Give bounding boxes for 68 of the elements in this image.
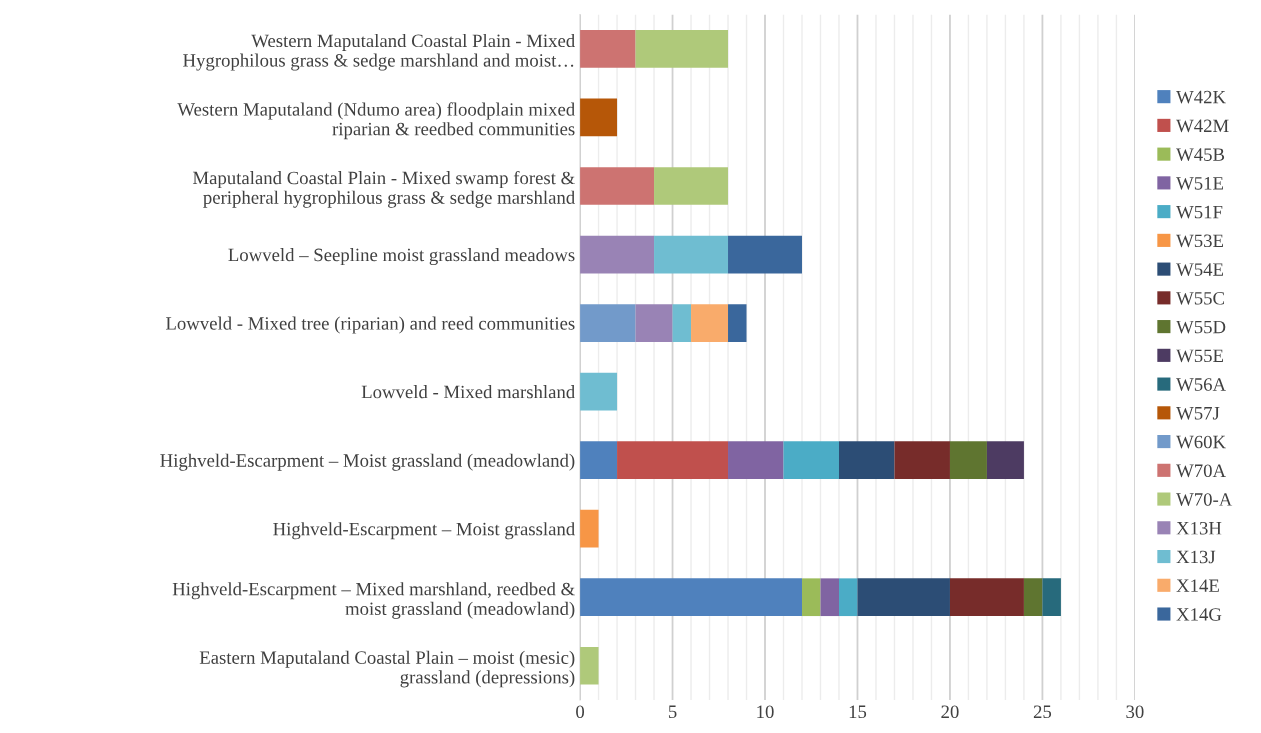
bar xyxy=(580,509,599,548)
legend-label: X14E xyxy=(1176,579,1219,592)
bar xyxy=(1042,578,1061,617)
x-tick-label: 0 xyxy=(576,705,585,719)
bar xyxy=(617,441,729,479)
bar xyxy=(820,578,839,617)
legend-label: X13J xyxy=(1176,550,1216,564)
bar xyxy=(580,646,599,685)
bar xyxy=(580,578,802,617)
bar xyxy=(949,578,1024,617)
y-tick-label: Highveld-Escarpment – Mixed marshland, reedbed & moist grassland (meadowland) xyxy=(172,582,575,619)
y-tick-label: Lowveld – Seepline moist grassland meadows xyxy=(228,248,575,266)
y-tick-label: Lowveld - Mixed marshland xyxy=(361,385,575,399)
bar xyxy=(691,304,729,342)
bar xyxy=(580,235,655,274)
bar xyxy=(580,304,636,342)
x-tick-label: 20 xyxy=(941,705,959,719)
bar xyxy=(838,441,895,479)
bar xyxy=(838,578,858,617)
bar xyxy=(949,441,987,479)
bar xyxy=(1023,578,1043,617)
bar xyxy=(580,30,636,68)
legend-label: W55D xyxy=(1176,320,1226,334)
bar xyxy=(580,167,655,205)
legend-label: W45B xyxy=(1176,148,1225,161)
bar xyxy=(654,235,729,274)
x-tick-label: 30 xyxy=(1126,705,1144,719)
bar xyxy=(986,441,1024,479)
legend-label: W70-A xyxy=(1176,493,1233,506)
bar xyxy=(580,441,618,479)
bar xyxy=(783,441,839,479)
legend-label: W54E xyxy=(1176,263,1224,276)
y-tick-label: Western Maputaland Coastal Plain - Mixed Hygrophilous grass & sedge marshland and moist… xyxy=(183,33,575,71)
legend-label: W60K xyxy=(1176,435,1226,449)
legend-label: W55E xyxy=(1176,349,1224,363)
legend-label: W55C xyxy=(1176,292,1224,305)
y-tick-label: Lowveld - Mixed tree (riparian) and reed communities xyxy=(165,316,575,334)
bar xyxy=(728,235,802,274)
y-tick-label: Highveld-Escarpment – Moist grassland xyxy=(273,522,575,540)
bar xyxy=(654,167,729,205)
y-tick-label: Western Maputaland (Ndumo area) floodplain mixed riparian & reedbed communities xyxy=(177,102,575,140)
bar xyxy=(728,304,747,342)
x-tick-label: 15 xyxy=(849,705,867,719)
x-tick-label: 25 xyxy=(1033,705,1052,719)
bar xyxy=(672,304,692,342)
bar xyxy=(635,304,673,342)
legend-label: W53E xyxy=(1176,234,1224,248)
legend-label: X13H xyxy=(1176,521,1222,535)
legend-label: W56A xyxy=(1176,378,1226,391)
bar xyxy=(580,372,618,411)
legend-label: W42K xyxy=(1176,90,1226,104)
legend-label: W42M xyxy=(1176,119,1229,133)
bar xyxy=(894,441,950,479)
bar xyxy=(635,30,729,68)
y-tick-label: Maputaland Coastal Plain - Mixed swamp forest & peripheral hygrophilous grass & sedge marshland xyxy=(192,170,575,208)
legend-label: X14G xyxy=(1176,608,1222,621)
legend-label: W57J xyxy=(1176,407,1220,420)
x-tick-label: 10 xyxy=(757,705,774,719)
bar xyxy=(728,441,784,479)
x-tick-label: 5 xyxy=(668,705,677,719)
y-tick-label: Eastern Maputaland Coastal Plain – moist (mesic) grassland (depressions) xyxy=(199,650,575,688)
legend-label: W70A xyxy=(1176,464,1226,478)
y-tick-label: Highveld-Escarpment – Moist grassland (meadowland) xyxy=(160,453,575,471)
bar xyxy=(857,578,950,617)
bar xyxy=(580,98,618,137)
bar xyxy=(802,578,821,617)
legend-label: W51F xyxy=(1176,205,1223,219)
legend-label: W51E xyxy=(1176,177,1224,190)
